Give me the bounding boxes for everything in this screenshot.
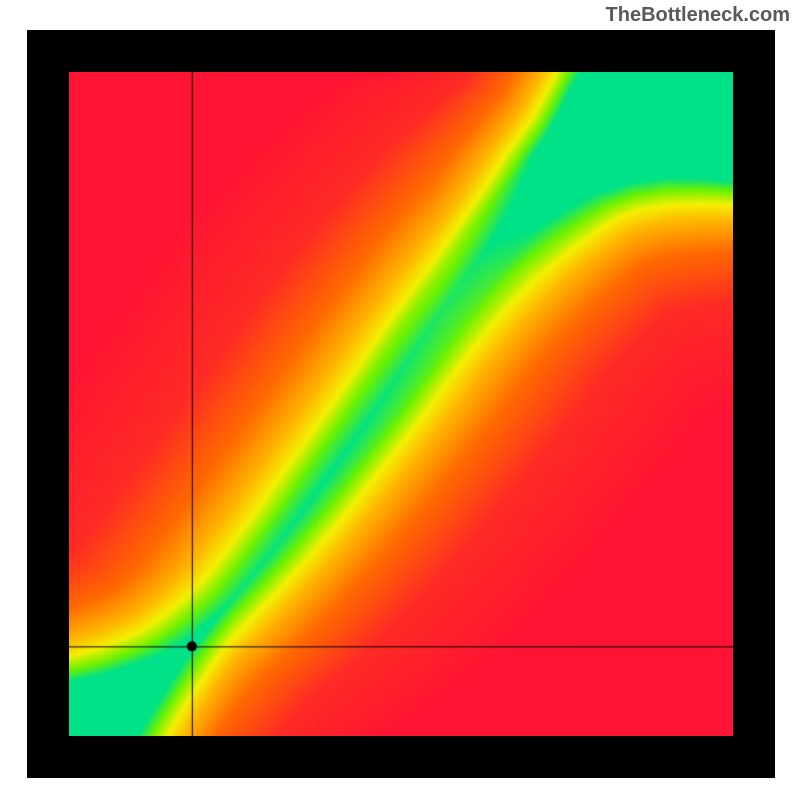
attribution-text: TheBottleneck.com xyxy=(606,4,790,27)
figure: TheBottleneck.com xyxy=(0,0,800,800)
heatmap-canvas xyxy=(69,72,733,736)
